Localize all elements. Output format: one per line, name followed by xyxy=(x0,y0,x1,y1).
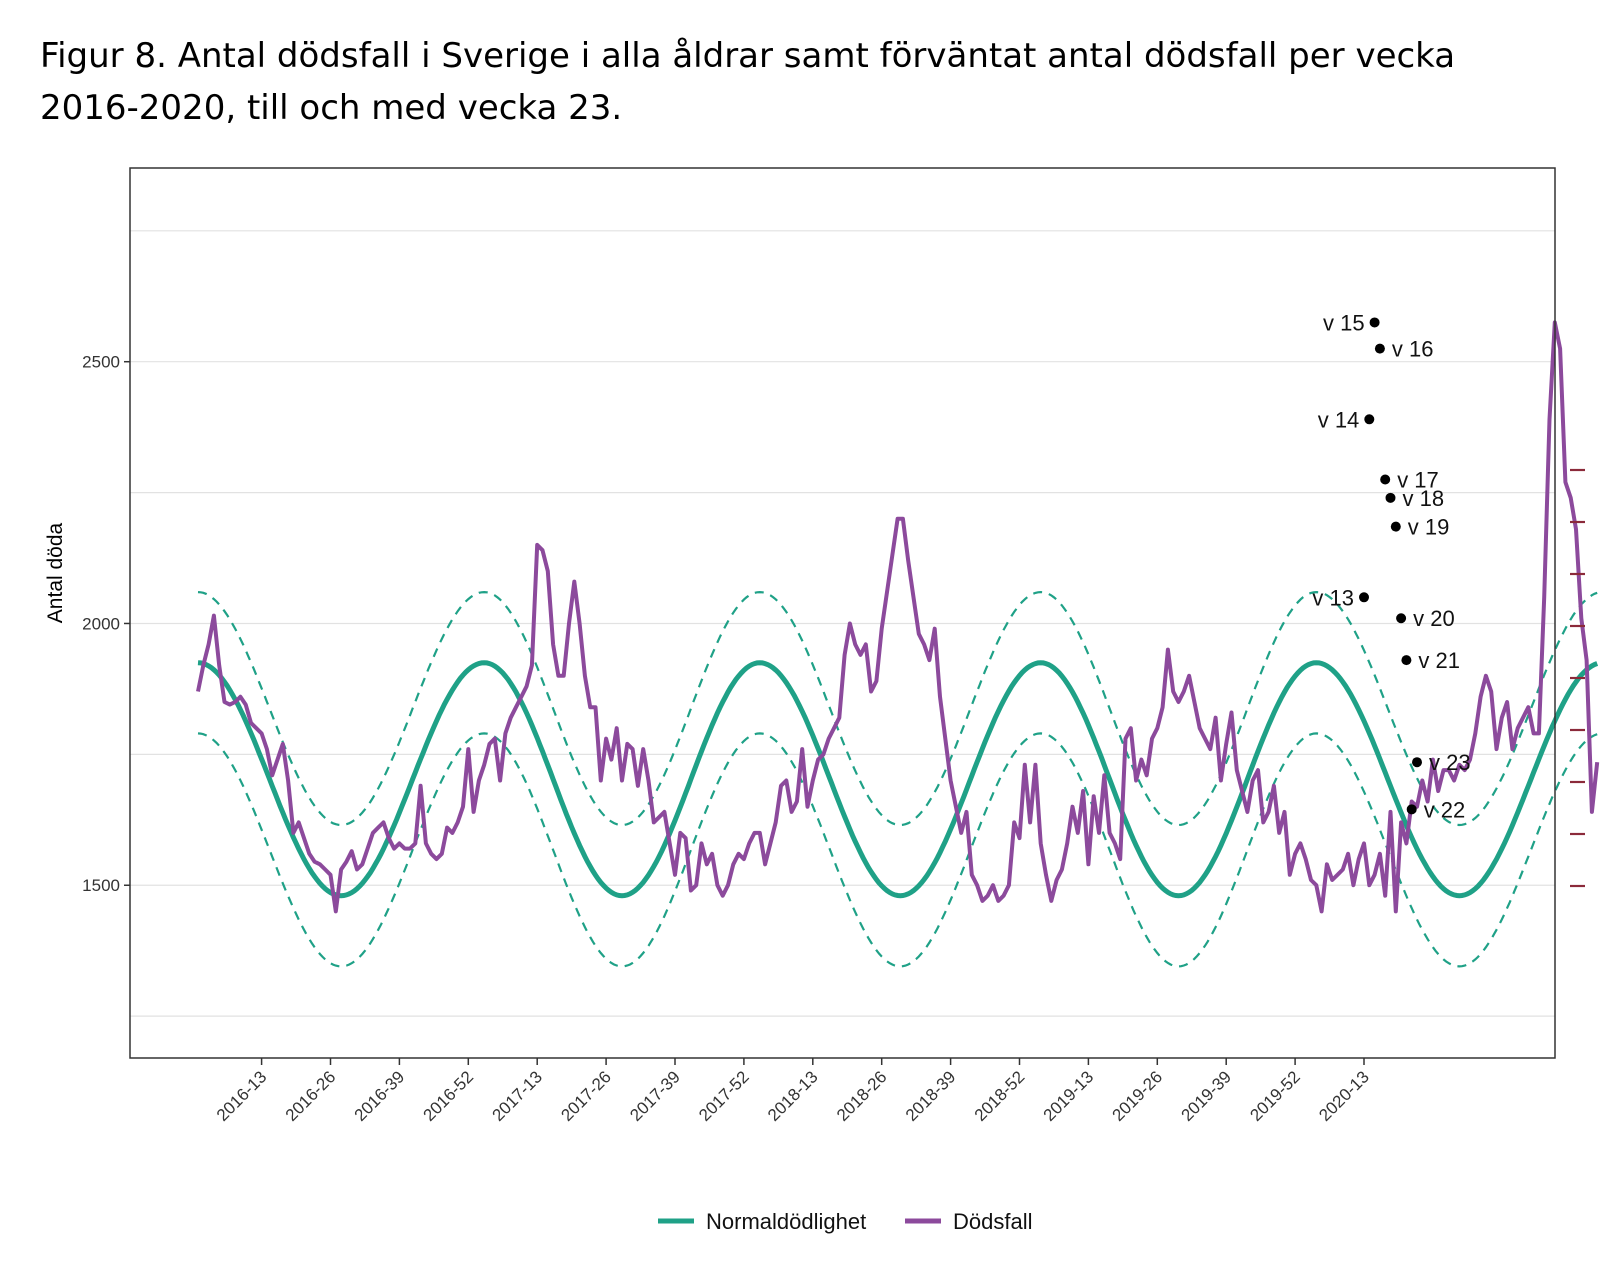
y-axis-label: Antal döda xyxy=(44,522,67,623)
normal-mortality-series xyxy=(197,660,1599,899)
x-tick-label: 2018-52 xyxy=(971,1067,1029,1125)
annotation-label: v 18 xyxy=(1403,486,1445,511)
normal-mortality-line xyxy=(197,660,1599,899)
x-tick-label: 2019-52 xyxy=(1246,1067,1304,1125)
y-tick-label: 2500 xyxy=(82,353,120,372)
annotation-label: v 19 xyxy=(1408,515,1450,540)
annotation-point xyxy=(1401,655,1412,666)
x-tick-label: 2019-39 xyxy=(1177,1067,1235,1125)
annotation-point xyxy=(1374,343,1385,354)
upper-bound-line xyxy=(197,590,1598,827)
annotation-label: v 16 xyxy=(1392,337,1434,362)
annotation-point xyxy=(1412,757,1422,768)
x-tick-label: 2019-13 xyxy=(1040,1067,1098,1125)
annotation-point xyxy=(1369,317,1380,328)
annotation-label: v 23 xyxy=(1429,750,1471,775)
y-axis: 1500 2000 2500 Antal döda xyxy=(44,353,130,895)
plot-border xyxy=(129,167,1556,1059)
x-tick-label: 2017-13 xyxy=(488,1067,546,1125)
x-tick-label: 2016-52 xyxy=(420,1067,478,1125)
deaths-series xyxy=(196,320,1600,914)
x-tick-label: 2018-26 xyxy=(833,1067,891,1125)
x-tick-label: 2017-39 xyxy=(626,1067,684,1125)
lower-bound-line xyxy=(197,732,1598,968)
plot-frame xyxy=(129,167,1556,1059)
annotation-point xyxy=(1364,414,1375,425)
deaths-line xyxy=(196,320,1600,914)
annotation-label: v 15 xyxy=(1323,310,1365,335)
x-tick-label: 2019-26 xyxy=(1109,1067,1167,1125)
x-tick-label: 2017-26 xyxy=(557,1067,615,1125)
figure-title: Figur 8. Antal dödsfall i Sverige i alla… xyxy=(40,36,1456,128)
x-axis: 2016-13 2016-26 2016-39 2016-52 2017-13 2017-… xyxy=(213,1058,1373,1125)
x-tick-label: 2020-13 xyxy=(1315,1067,1373,1125)
annotation-label: v 13 xyxy=(1312,585,1354,610)
confidence-band xyxy=(197,590,1598,968)
x-tick-label: 2018-39 xyxy=(902,1067,960,1125)
grid-lines xyxy=(130,230,1555,1017)
x-tick-label: 2016-26 xyxy=(282,1067,340,1125)
legend-label: Normaldödlighet xyxy=(706,1209,866,1234)
x-tick-label: 2018-13 xyxy=(764,1067,822,1125)
x-tick-label: 2017-52 xyxy=(695,1067,753,1125)
annotation-label: v 17 xyxy=(1397,468,1439,493)
y-tick-label: 2000 xyxy=(82,614,120,633)
x-tick-label: 2016-39 xyxy=(351,1067,409,1125)
annotation-point xyxy=(1385,492,1396,503)
annotation-point xyxy=(1380,474,1391,485)
legend: Normaldödlighet Dödsfall xyxy=(658,1209,1032,1234)
annotation-point xyxy=(1406,804,1417,815)
legend-label: Dödsfall xyxy=(953,1209,1032,1234)
y-tick-label: 1500 xyxy=(82,876,120,895)
annotation-label: v 22 xyxy=(1424,797,1466,822)
annotation-point xyxy=(1359,592,1369,603)
annotation-point xyxy=(1396,613,1407,624)
annotation-label: v 21 xyxy=(1418,648,1460,673)
annotation-label: v 20 xyxy=(1413,606,1455,631)
side-ticks xyxy=(1570,468,1585,888)
annotation-label: v 14 xyxy=(1318,407,1360,432)
annotation-point xyxy=(1390,521,1401,532)
x-tick-label: 2016-13 xyxy=(213,1067,271,1125)
annotation-points: v 13 v 14 v 15 v 16 v 17v 18 v 19 v 20 v 21 v 22… xyxy=(1312,310,1470,822)
